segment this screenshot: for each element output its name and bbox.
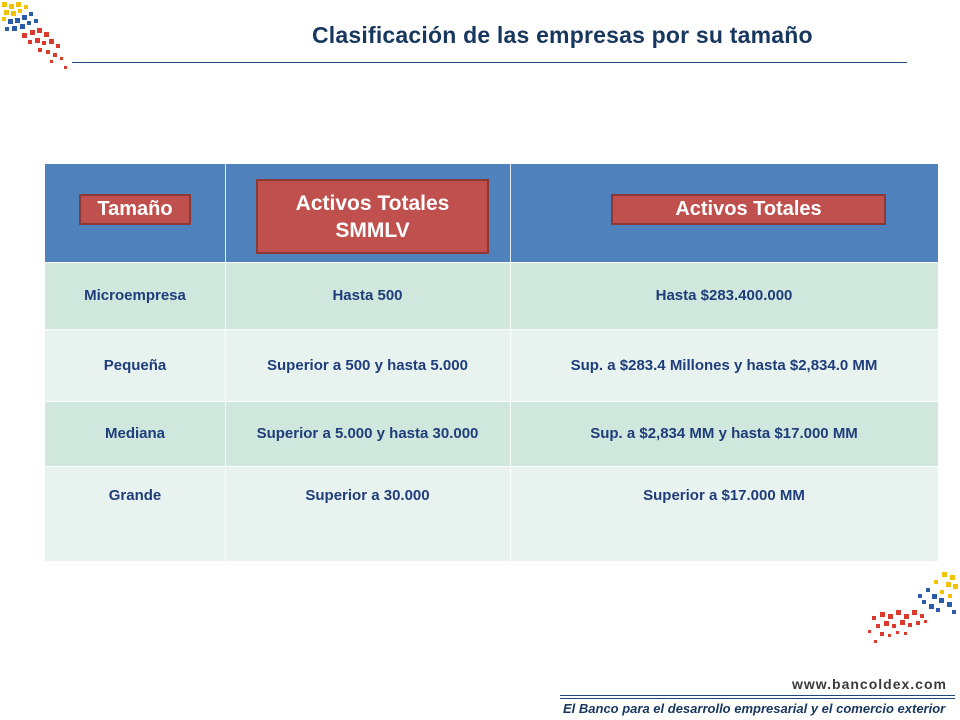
cell-smmlv: Superior a 500 y hasta 5.000 bbox=[267, 356, 468, 374]
bancoldex-logo-icon bbox=[2, 2, 67, 69]
cell-assets: Superior a $17.000 MM bbox=[643, 486, 805, 504]
row-divider bbox=[45, 329, 938, 330]
cell-size: Microempresa bbox=[84, 287, 186, 304]
cell-size: Pequeña bbox=[103, 356, 167, 374]
website-url: www.bancoldex.com bbox=[792, 676, 947, 692]
table-row: Microempresa Hasta 500 Hasta $283.400.00… bbox=[45, 262, 938, 329]
header-assets-smmlv: Activos Totales SMMLV bbox=[256, 179, 489, 254]
header-assets-smmlv-line1: Activos Totales bbox=[295, 191, 450, 215]
table-row: Grande Superior a 30.000 Superior a $17.… bbox=[45, 466, 938, 561]
cell-size: Grande bbox=[108, 486, 162, 504]
header-assets-smmlv-line2: SMMLV bbox=[335, 218, 410, 242]
header-size: Tamaño bbox=[79, 194, 191, 225]
title-divider bbox=[72, 62, 907, 63]
cell-smmlv: Superior a 5.000 y hasta 30.000 bbox=[256, 425, 479, 442]
cell-assets: Sup. a $2,834 MM y hasta $17.000 MM bbox=[590, 425, 858, 442]
company-size-table: Tamaño Activos Totales SMMLV Activos Tot… bbox=[45, 164, 938, 561]
row-divider bbox=[45, 262, 938, 263]
cell-assets: Sup. a $283.4 Millones y hasta $2,834.0 … bbox=[570, 356, 878, 374]
row-divider bbox=[45, 466, 938, 467]
cell-smmlv: Superior a 30.000 bbox=[305, 486, 430, 504]
footer-divider bbox=[560, 698, 955, 699]
footer-divider bbox=[560, 695, 955, 696]
column-divider bbox=[510, 164, 511, 561]
column-divider bbox=[225, 164, 226, 561]
page-title: Clasificación de las empresas por su tam… bbox=[312, 22, 813, 48]
row-divider bbox=[45, 401, 938, 402]
header-assets: Activos Totales bbox=[611, 194, 886, 225]
footer-slogan: El Banco para el desarrollo empresarial … bbox=[563, 701, 946, 716]
bancoldex-corner-logo-icon bbox=[868, 572, 958, 643]
table-header-row: Tamaño Activos Totales SMMLV Activos Tot… bbox=[45, 164, 938, 262]
table-row: Pequeña Superior a 500 y hasta 5.000 Sup… bbox=[45, 329, 938, 401]
cell-size: Mediana bbox=[104, 425, 165, 442]
table-row: Mediana Superior a 5.000 y hasta 30.000 … bbox=[45, 401, 938, 466]
cell-assets: Hasta $283.400.000 bbox=[655, 287, 793, 304]
cell-smmlv: Hasta 500 bbox=[332, 287, 403, 304]
